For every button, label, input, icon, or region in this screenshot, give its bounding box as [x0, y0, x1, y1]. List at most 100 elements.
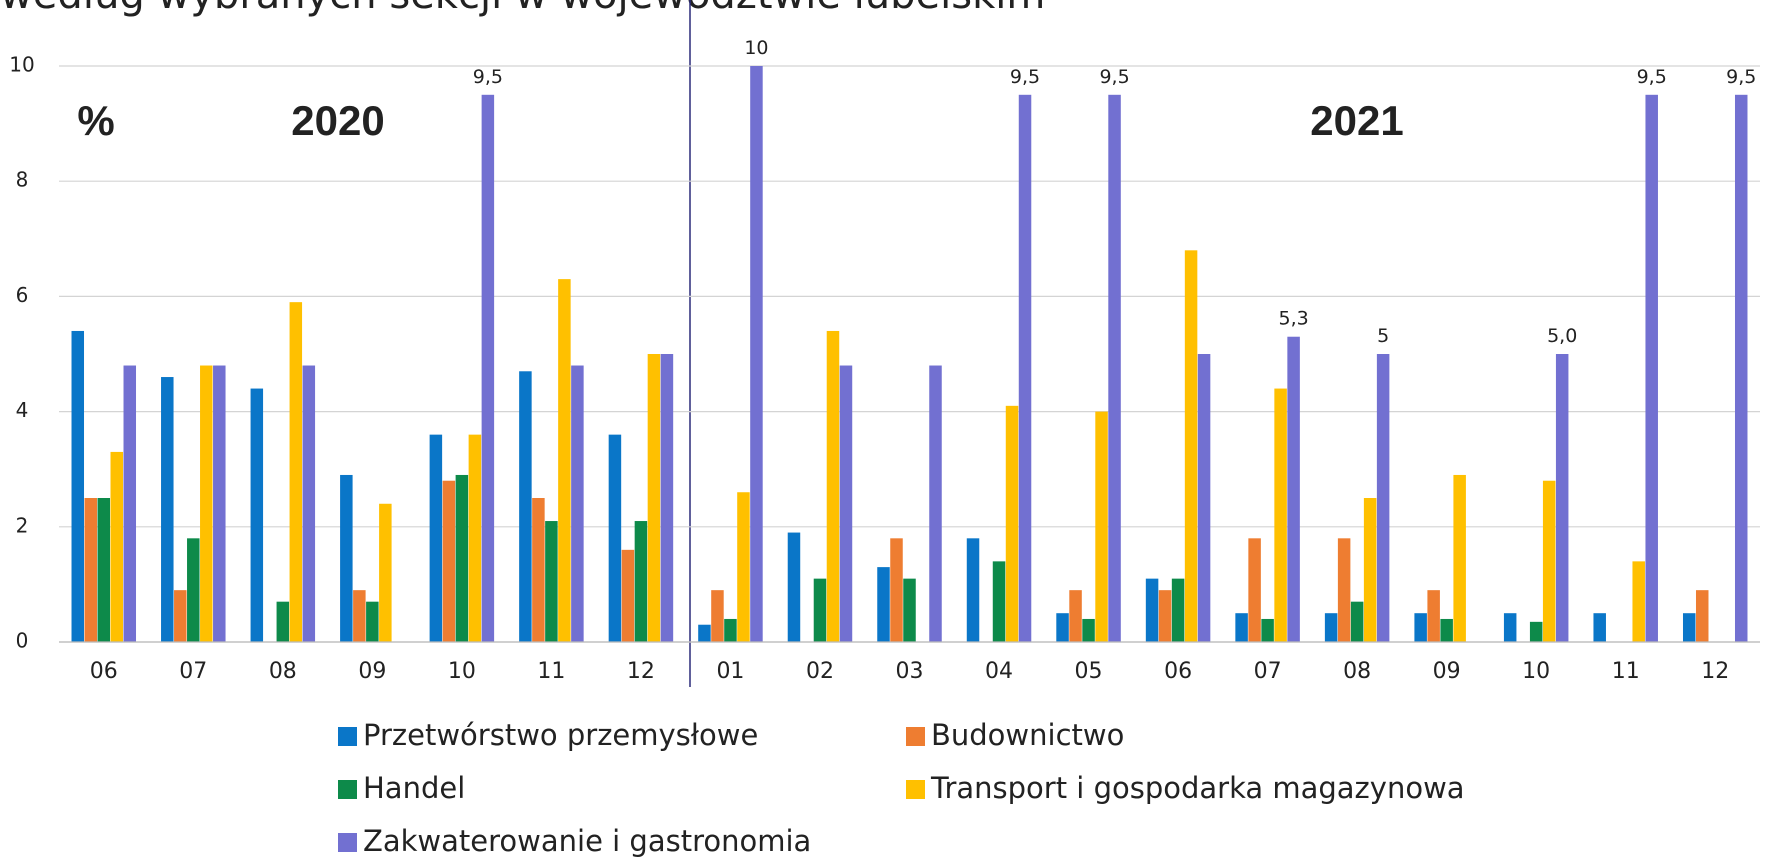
bar — [1287, 336, 1300, 642]
x-tick-label: 09 — [1433, 659, 1461, 684]
x-tick-label: 03 — [896, 659, 924, 684]
bar — [558, 279, 571, 642]
legend-swatch — [906, 727, 925, 746]
bar — [813, 578, 827, 642]
bar — [1145, 578, 1159, 642]
bar — [1069, 590, 1082, 642]
bar — [1337, 538, 1351, 642]
bar — [429, 434, 443, 642]
y-tick-label: 10 — [9, 53, 34, 77]
bar — [929, 365, 942, 642]
x-tick-label: 12 — [1701, 659, 1729, 684]
bar — [1158, 590, 1172, 642]
x-tick-label: 07 — [179, 659, 207, 684]
bar — [545, 521, 558, 642]
bar — [1171, 578, 1185, 642]
legend-label: Handel — [363, 771, 465, 805]
bar — [123, 365, 137, 642]
bar — [966, 538, 980, 642]
data-label: 5,3 — [1278, 308, 1308, 330]
legend-swatch — [338, 780, 357, 799]
bar — [532, 498, 545, 642]
bar — [110, 451, 124, 642]
bar — [519, 371, 532, 642]
bar — [1324, 613, 1338, 642]
bar — [1108, 94, 1121, 643]
bar — [97, 498, 111, 642]
data-label: 9,5 — [473, 66, 503, 88]
x-tick-label: 04 — [985, 659, 1013, 684]
bar — [903, 578, 916, 642]
data-label: 5,0 — [1547, 325, 1577, 347]
bar — [161, 377, 174, 642]
bar — [1542, 480, 1556, 642]
legend-label: Transport i gospodarka magazynowa — [930, 771, 1465, 805]
x-tick-label: 10 — [448, 659, 476, 684]
bar — [302, 365, 316, 642]
bar — [711, 590, 724, 642]
legend-label: Przetwórstwo przemysłowe — [363, 718, 758, 752]
legend-swatch — [338, 833, 357, 852]
y-tick-label: 0 — [16, 629, 29, 653]
bar — [571, 365, 584, 642]
x-tick-label: 10 — [1522, 659, 1550, 684]
bar — [353, 590, 366, 642]
bar — [737, 492, 750, 642]
bar — [621, 549, 635, 642]
annotation: 2021 — [1310, 97, 1403, 144]
x-tick-label: 12 — [627, 659, 655, 684]
legend-swatch — [906, 780, 925, 799]
legend-label: Budownictwo — [931, 718, 1124, 752]
bar — [250, 388, 264, 642]
x-tick-label: 08 — [269, 659, 297, 684]
bar — [877, 567, 890, 642]
chart-title: według wybranych sekcji w województwie l… — [0, 0, 1045, 18]
x-tick-label: 11 — [1612, 659, 1640, 684]
bar — [340, 474, 353, 642]
bar — [1645, 94, 1658, 643]
bar — [1248, 538, 1261, 642]
x-tick-label: 11 — [537, 659, 565, 684]
bar — [890, 538, 903, 642]
bar — [1632, 561, 1645, 642]
data-label: 9,5 — [1010, 66, 1040, 88]
bar — [289, 302, 303, 642]
bar — [213, 365, 226, 642]
bar — [1695, 590, 1709, 642]
bar — [1082, 618, 1095, 642]
bar — [608, 434, 622, 642]
bar — [468, 434, 482, 642]
bar — [1440, 618, 1453, 642]
bar — [1274, 388, 1287, 642]
bar — [442, 480, 456, 642]
bar — [1197, 354, 1211, 642]
data-label: 9,5 — [1637, 66, 1667, 88]
bar — [1682, 613, 1696, 642]
bar — [1018, 94, 1032, 643]
bar — [174, 590, 187, 642]
bar — [1350, 601, 1364, 642]
x-tick-label: 09 — [358, 659, 386, 684]
bar — [1376, 354, 1390, 642]
bar — [200, 365, 213, 642]
bar — [660, 354, 674, 642]
x-tick-label: 02 — [806, 659, 834, 684]
data-label: 9,5 — [1726, 66, 1756, 88]
legend-label: Zakwaterowanie i gastronomia — [363, 824, 811, 858]
data-label: 9,5 — [1099, 66, 1129, 88]
bar — [647, 354, 661, 642]
bar — [481, 94, 495, 643]
bar — [455, 474, 469, 642]
bar — [1056, 613, 1069, 642]
bar — [787, 532, 801, 642]
bar — [992, 561, 1006, 642]
y-tick-label: 6 — [16, 283, 29, 307]
x-tick-label: 08 — [1343, 659, 1371, 684]
bar — [379, 503, 392, 642]
y-tick-label: 8 — [16, 168, 29, 192]
bar — [1414, 613, 1427, 642]
bar — [698, 624, 711, 642]
x-tick-label: 07 — [1254, 659, 1282, 684]
bar — [1095, 411, 1108, 642]
bar — [187, 538, 200, 642]
